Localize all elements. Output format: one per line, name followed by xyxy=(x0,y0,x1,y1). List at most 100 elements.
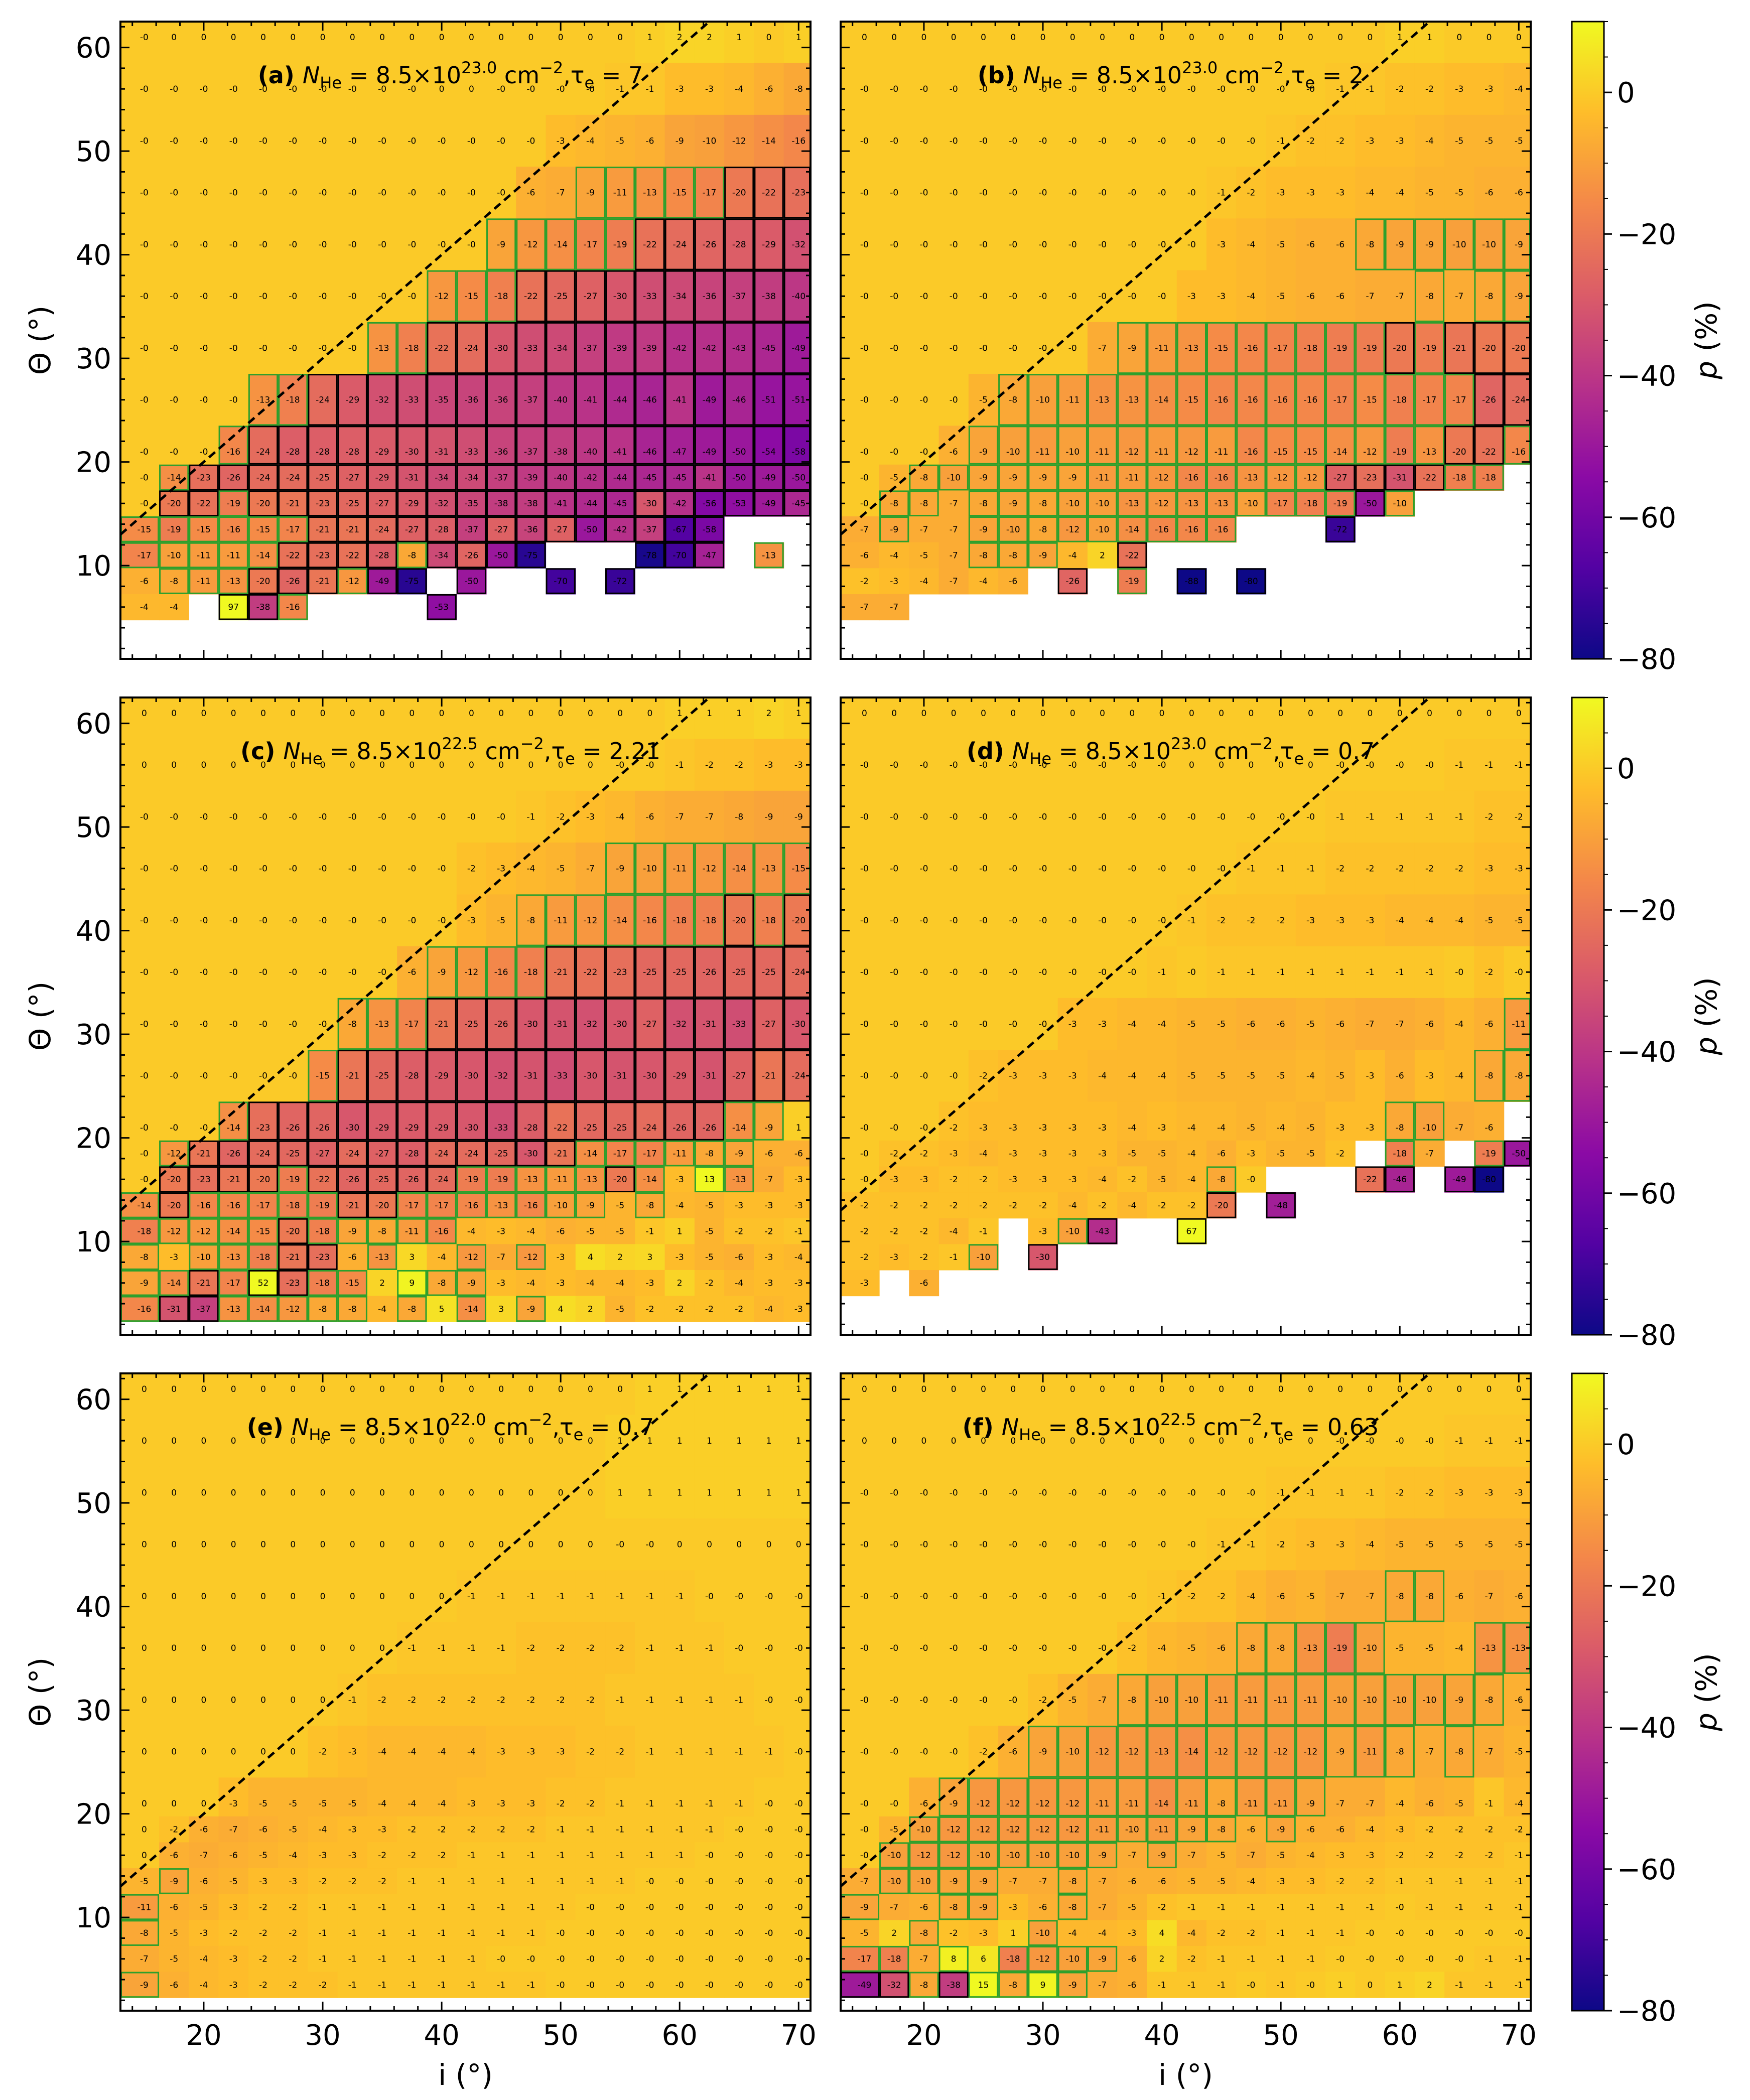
heatmap-cell xyxy=(1176,1868,1207,1895)
cell-value-label: -7 xyxy=(497,1252,505,1263)
cell-value-label: -0 xyxy=(229,395,238,405)
heatmap-cell xyxy=(575,1726,606,1778)
heatmap-cell xyxy=(1028,1894,1058,1920)
cell-value-label: 0 xyxy=(981,1436,986,1446)
heatmap-cell xyxy=(427,1244,457,1271)
heatmap-cell xyxy=(367,322,397,374)
heatmap-cell xyxy=(337,1218,368,1244)
cell-value-label: -6 xyxy=(1336,1019,1344,1029)
cell-value-label: -12 xyxy=(167,1149,181,1159)
highlight-box xyxy=(278,516,308,542)
heatmap-cell xyxy=(1414,790,1445,843)
heatmap-cell xyxy=(1087,542,1118,569)
highlight-box xyxy=(367,998,397,1050)
highlight-box xyxy=(1325,516,1356,542)
heatmap-cell xyxy=(1176,1972,1207,1998)
heatmap-cell xyxy=(367,1270,397,1297)
cell-value-label: -29 xyxy=(375,447,389,457)
heatmap-cell xyxy=(998,1373,1028,1416)
highlight-box xyxy=(1385,322,1415,374)
heatmap-cell xyxy=(397,739,428,791)
heatmap-cell xyxy=(938,1842,969,1869)
highlight-box xyxy=(397,1101,427,1141)
cell-value-label: 0 xyxy=(171,1799,177,1809)
heatmap-cell xyxy=(1206,426,1237,465)
heatmap-cell xyxy=(1087,1726,1118,1778)
cell-value-label: -24 xyxy=(435,1149,449,1159)
heatmap-cell xyxy=(724,1518,754,1571)
heatmap-cell xyxy=(278,22,308,64)
cell-value-label: -11 xyxy=(1125,473,1139,483)
highlight-box xyxy=(1474,1166,1504,1193)
cell-value-label: -3 xyxy=(1009,1175,1017,1185)
highlight-box xyxy=(605,1140,635,1167)
highlight-box xyxy=(724,1166,754,1193)
highlight-box xyxy=(1295,374,1326,426)
cell-value-label: -50 xyxy=(1363,499,1377,509)
heatmap-cell xyxy=(546,739,576,791)
cell-value-label: -9 xyxy=(497,240,505,250)
cell-value-label: -7 xyxy=(1366,1592,1374,1602)
y-tick-label: 60 xyxy=(76,708,111,741)
cell-value-label: -0 xyxy=(378,240,386,250)
cell-value-label: -10 xyxy=(1393,499,1407,509)
heatmap-cell xyxy=(909,739,939,791)
cell-value-label: -0 xyxy=(1247,84,1255,94)
heatmap-cell xyxy=(1117,1140,1148,1167)
cell-value-label: -1 xyxy=(1306,967,1315,977)
cell-value-label: -0 xyxy=(1009,1540,1017,1550)
heatmap-cell xyxy=(337,270,368,323)
heatmap-cell xyxy=(427,1673,457,1726)
cell-value-label: 0 xyxy=(1248,33,1254,43)
heatmap-cell xyxy=(724,63,754,115)
heatmap-cell xyxy=(1206,167,1237,219)
heatmap-cell xyxy=(1355,1972,1386,1998)
cell-value-label: 67 xyxy=(1186,1226,1197,1236)
heatmap-cell xyxy=(1295,1050,1326,1102)
heatmap-cell xyxy=(1087,1218,1118,1244)
heatmap-cell xyxy=(486,1244,516,1271)
cell-value-label: 0 xyxy=(290,1747,296,1757)
cell-value-label: 0 xyxy=(469,84,474,94)
cell-value-label: -0 xyxy=(705,1592,714,1602)
cell-value-label: -25 xyxy=(762,967,776,977)
highlight-box xyxy=(308,542,338,569)
heatmap-cell xyxy=(754,542,784,569)
heatmap-cell xyxy=(1266,1972,1296,1998)
heatmap-cell xyxy=(1444,1673,1474,1726)
cell-value-label: -0 xyxy=(950,84,958,94)
heatmap-cell xyxy=(664,1972,695,1998)
cell-value-label: 0 xyxy=(528,1488,533,1498)
cell-value-label: -6 xyxy=(1485,188,1494,198)
heatmap-cell xyxy=(1504,1816,1531,1843)
cell-value-label: -1 xyxy=(319,1928,327,1938)
heatmap-cell xyxy=(546,1192,576,1219)
highlight-box xyxy=(1385,1101,1415,1141)
heatmap-cell xyxy=(308,426,338,465)
heatmap-cell xyxy=(516,1673,547,1726)
cell-value-label: -31 xyxy=(435,447,449,457)
cell-value-label: -6 xyxy=(1217,1643,1226,1653)
cell-value-label: -17 xyxy=(1452,395,1466,405)
cell-value-label: -8 xyxy=(348,1019,357,1029)
heatmap-cell xyxy=(1028,218,1058,271)
cell-value-label: -7 xyxy=(1336,1592,1344,1602)
heatmap-cell xyxy=(189,63,219,115)
cell-value-label: -0 xyxy=(348,292,357,302)
cell-value-label: -0 xyxy=(526,84,535,94)
cell-value-label: 0 xyxy=(528,760,533,770)
cell-value-label: -0 xyxy=(586,1902,595,1912)
cell-value-label: -0 xyxy=(140,864,149,874)
heatmap-cell xyxy=(998,464,1028,491)
cell-value-label: -15 xyxy=(1274,447,1288,457)
heatmap-cell xyxy=(938,1050,969,1102)
dashed-diagonal-line xyxy=(841,22,1432,536)
heatmap-cell xyxy=(546,1726,576,1778)
cell-value-label: -1 xyxy=(1455,1436,1463,1446)
highlight-box xyxy=(218,426,248,465)
heatmap-cell xyxy=(1117,542,1148,569)
cell-value-label: 0 xyxy=(528,1436,533,1446)
cell-value-label: -27 xyxy=(554,525,568,535)
highlight-box xyxy=(635,946,665,998)
cell-value-label: 0 xyxy=(469,1384,474,1394)
